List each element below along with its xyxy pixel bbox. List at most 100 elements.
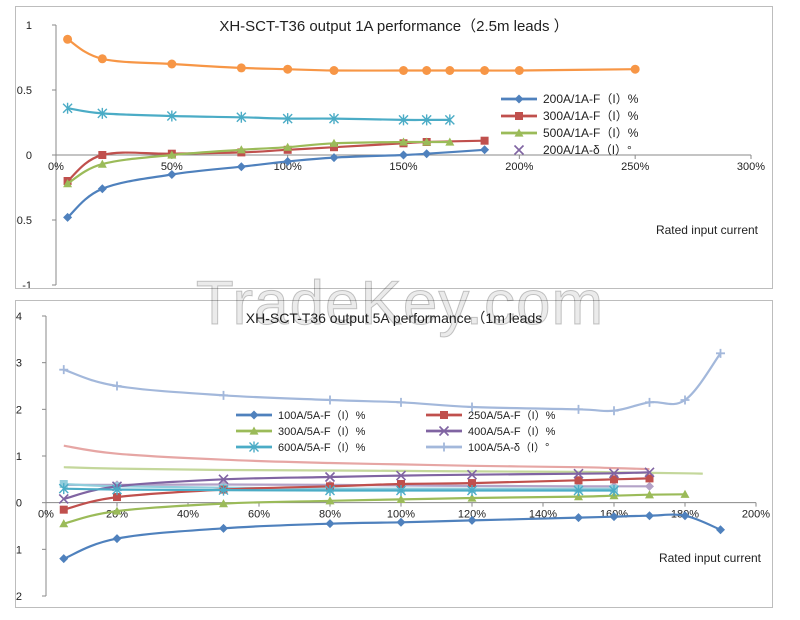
legend-label: 100A/5A-δ（I）° xyxy=(468,441,549,454)
data-point xyxy=(680,511,690,521)
y-tick-label: 3 xyxy=(16,358,22,370)
data-point xyxy=(236,111,247,123)
series-line xyxy=(63,493,686,525)
data-point xyxy=(573,468,584,479)
chart-5a-title: XH-SCT-T36 output 5A performance（1m lead… xyxy=(246,310,542,326)
data-point xyxy=(62,102,73,114)
legend-entry: 600A/5A-F（I）% xyxy=(236,441,366,454)
legend-entry: 500A/1A-F（I）% xyxy=(501,126,639,140)
y-tick-label: -0.5 xyxy=(16,215,32,227)
data-point xyxy=(58,493,69,504)
legend-marker xyxy=(438,425,450,437)
series-line xyxy=(67,38,636,72)
data-point xyxy=(112,506,122,515)
series-7 xyxy=(63,466,703,475)
x-tick-label: 50% xyxy=(161,161,183,173)
data-point xyxy=(283,142,293,151)
data-point xyxy=(468,479,476,488)
data-point xyxy=(236,162,246,172)
data-point xyxy=(113,493,121,502)
legend-label: 400A/5A-F（I）% xyxy=(468,425,556,438)
data-point xyxy=(644,467,655,478)
data-point xyxy=(680,489,690,498)
series-0 xyxy=(59,511,725,564)
data-point xyxy=(59,519,69,528)
legend-label: 100A/5A-F（I）% xyxy=(278,409,366,422)
series-line xyxy=(63,471,650,500)
data-point xyxy=(399,66,408,75)
legend-entry: 300A/5A-F（I）% xyxy=(236,425,366,438)
data-point xyxy=(645,474,654,483)
data-point xyxy=(98,151,107,159)
legend-entry: 400A/5A-F（I）% xyxy=(426,425,556,438)
y-tick-label: 0 xyxy=(16,498,22,510)
data-point xyxy=(574,476,583,485)
series-line xyxy=(63,513,721,560)
series-line xyxy=(63,444,650,471)
legend-marker xyxy=(514,94,524,104)
data-point xyxy=(166,110,177,122)
data-point xyxy=(395,470,407,481)
legend-entry: 100A/5A-δ（I）° xyxy=(426,441,549,454)
legend-label: 500A/1A-F（I）% xyxy=(543,126,639,140)
y-tick-label: 2 xyxy=(16,404,22,416)
data-point xyxy=(609,512,619,522)
legend-entry: 200A/1A-δ（I）° xyxy=(513,143,632,157)
data-point xyxy=(445,137,455,146)
data-point xyxy=(396,485,406,497)
data-point xyxy=(399,150,408,160)
series-line xyxy=(63,466,703,475)
x-tick-label: 250% xyxy=(621,161,649,173)
series-4 xyxy=(58,483,619,497)
data-point xyxy=(167,170,177,179)
series-line xyxy=(63,482,614,490)
data-point xyxy=(573,485,584,497)
series-0 xyxy=(63,145,490,222)
legend-entry: 200A/1A-F（I）% xyxy=(501,92,639,106)
chart-1a-xlabel: Rated input current xyxy=(656,223,759,237)
legend-label: 200A/1A-F（I）% xyxy=(543,92,639,106)
y-tick-label: -1 xyxy=(22,280,32,288)
data-point xyxy=(422,149,432,159)
data-point xyxy=(396,517,406,527)
data-point xyxy=(325,395,335,405)
series-4 xyxy=(62,102,455,126)
x-tick-label: 100% xyxy=(387,509,415,521)
legend-marker xyxy=(249,410,259,420)
data-point xyxy=(112,484,122,496)
series-2 xyxy=(63,137,455,188)
data-point xyxy=(325,485,335,497)
data-point xyxy=(63,34,73,44)
x-tick-label: 100% xyxy=(274,161,302,173)
x-tick-label: 200% xyxy=(742,509,770,521)
legend-marker xyxy=(439,442,449,452)
legend-marker xyxy=(515,112,523,120)
data-point xyxy=(610,475,618,484)
x-tick-label: 300% xyxy=(737,161,765,173)
y-tick-label: -2 xyxy=(16,591,22,603)
data-point xyxy=(59,554,69,564)
legend-label: 300A/1A-F（I）% xyxy=(543,109,639,123)
series-line xyxy=(63,352,722,413)
data-point xyxy=(396,397,406,407)
data-point xyxy=(398,114,409,126)
data-point xyxy=(283,64,293,74)
legend-label: 300A/5A-F（I）% xyxy=(278,425,366,438)
data-point xyxy=(218,484,229,496)
data-point xyxy=(112,381,122,391)
series-6 xyxy=(63,444,650,471)
legend-label: 250A/5A-F（I）% xyxy=(468,409,556,422)
data-point xyxy=(399,137,408,146)
data-point xyxy=(396,494,406,503)
data-point xyxy=(574,492,583,501)
data-point xyxy=(167,59,177,69)
data-point xyxy=(680,395,690,405)
legend-entry: 100A/5A-F（I）% xyxy=(236,409,366,422)
x-tick-label: 80% xyxy=(319,509,341,521)
x-tick-label: 0% xyxy=(38,509,54,521)
data-point xyxy=(645,511,654,521)
data-point xyxy=(97,184,107,194)
data-point xyxy=(236,63,246,73)
data-point xyxy=(167,150,177,159)
data-point xyxy=(574,513,583,523)
